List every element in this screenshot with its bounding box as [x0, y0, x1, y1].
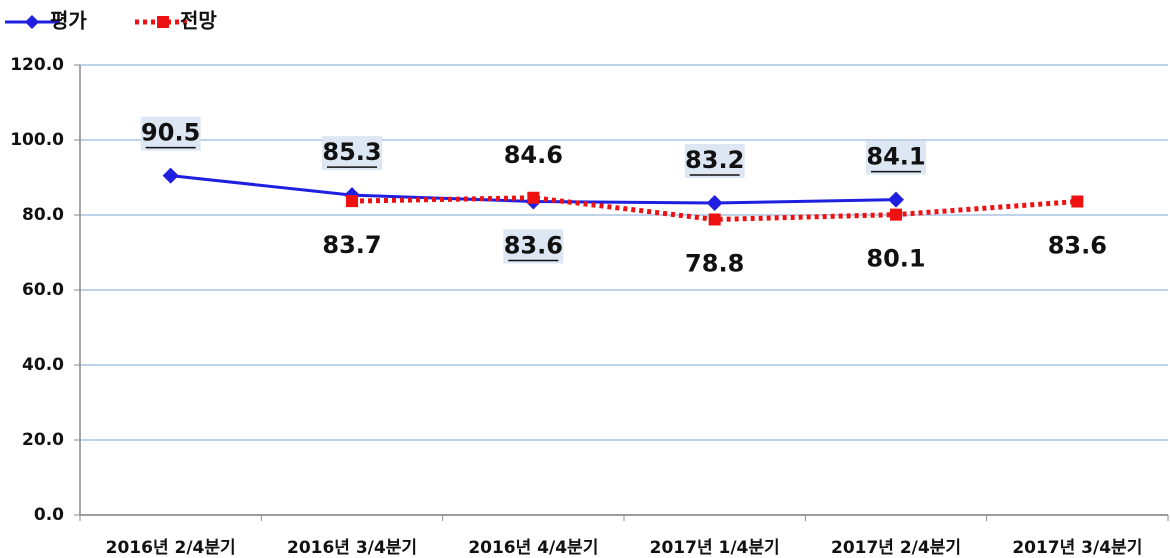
x-tick-label: 2016년 2/4분기 [106, 538, 236, 558]
x-tick-label: 2016년 3/4분기 [287, 538, 417, 558]
point [527, 191, 540, 204]
data-label: 83.6 [1048, 232, 1107, 260]
data-label: 85.3 [322, 138, 381, 166]
label-box [866, 140, 926, 175]
data-label: 83.7 [322, 231, 381, 259]
label-box [684, 144, 745, 178]
data-label: 83.6 [504, 232, 563, 260]
legend-marker [157, 16, 169, 28]
data-label: 80.1 [866, 245, 925, 273]
data-label: 84.1 [866, 143, 925, 171]
label-box [140, 116, 201, 151]
y-tick-label: 0.0 [34, 505, 64, 525]
y-tick-label: 120.0 [10, 55, 64, 75]
label-box [503, 229, 564, 264]
label-box [322, 136, 382, 171]
y-tick-label: 100.0 [10, 130, 64, 150]
point [890, 208, 902, 221]
legend-label: 전망 [180, 9, 217, 33]
data-label: 90.5 [141, 119, 200, 147]
x-tick-label: 2017년 1/4분기 [650, 538, 780, 558]
data-label: 83.2 [685, 146, 744, 174]
point [888, 191, 904, 208]
point [1071, 195, 1084, 208]
legend-label: 평가 [50, 9, 87, 33]
x-tick-label: 2016년 4/4분기 [468, 538, 598, 558]
point [346, 195, 358, 208]
point [162, 167, 179, 184]
y-tick-label: 40.0 [22, 355, 64, 375]
y-tick-label: 60.0 [22, 280, 64, 300]
legend-marker [25, 15, 39, 29]
x-tick-label: 2017년 2/4분기 [831, 538, 961, 558]
y-tick-label: 20.0 [22, 430, 64, 450]
y-tick-label: 80.0 [22, 205, 64, 225]
data-label: 78.8 [685, 250, 744, 278]
point [708, 213, 721, 226]
point [706, 195, 723, 211]
x-tick-label: 2017년 3/4분기 [1012, 538, 1142, 558]
data-label: 84.6 [504, 141, 563, 169]
